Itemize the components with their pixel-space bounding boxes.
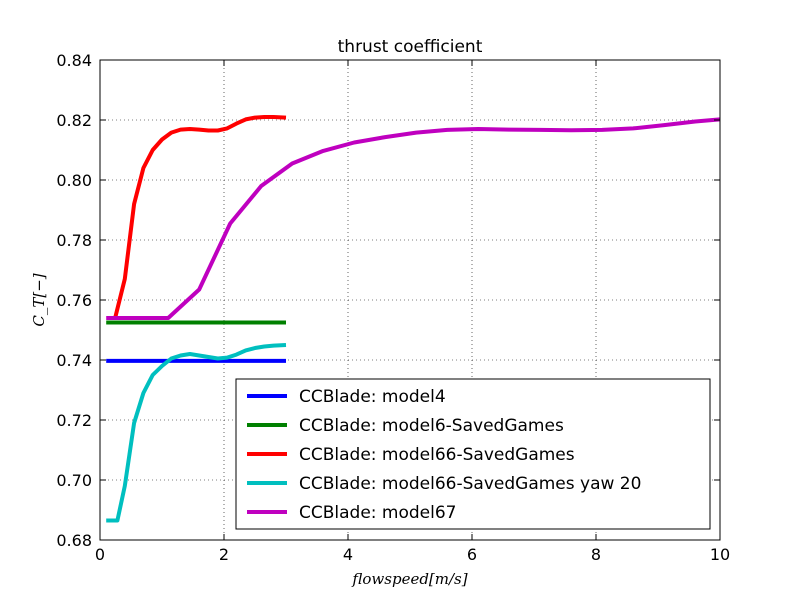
y-tick-label: 0.74: [56, 351, 92, 370]
x-tick-label: 2: [219, 545, 229, 564]
axis-ticks: [99, 59, 721, 541]
y-tick-label: 0.68: [56, 531, 92, 550]
series-line-5: [106, 117, 721, 320]
x-tick-label: 6: [467, 545, 477, 564]
y-tick-label: 0.70: [56, 471, 92, 490]
y-axis-label: C_T[−]: [30, 273, 48, 326]
legend: CCBlade: model4 CCBlade: model6-SavedGame…: [235, 378, 711, 530]
legend-label-4: CCBlade: model66-SavedGames yaw 20: [299, 474, 641, 494]
y-tick-label: 0.84: [56, 51, 92, 70]
series-line-4: [106, 343, 287, 523]
x-tick-label: 10: [710, 545, 730, 564]
x-tick-label: 8: [591, 545, 601, 564]
x-axis-label: flowspeed[m/s]: [351, 570, 467, 588]
legend-label-3: CCBlade: model66-SavedGames: [299, 445, 575, 465]
legend-box: [235, 378, 711, 530]
chart-title: thrust coefficient: [338, 37, 483, 57]
y-tick-label: 0.80: [56, 171, 92, 190]
x-tick-label: 0: [95, 545, 105, 564]
y-tick-label: 0.78: [56, 231, 92, 250]
y-tick-label: 0.82: [56, 111, 92, 130]
x-tick-label: 4: [343, 545, 353, 564]
y-tick-label: 0.72: [56, 411, 92, 430]
y-tick-label: 0.76: [56, 291, 92, 310]
legend-label-5: CCBlade: model67: [299, 503, 457, 523]
legend-label-2: CCBlade: model6-SavedGames: [299, 416, 564, 436]
legend-label-1: CCBlade: model4: [299, 387, 446, 407]
series-group: [106, 115, 721, 523]
series-line-3: [113, 115, 287, 317]
axis-tick-labels: 0 2 4 6 8 10 0.68 0.70 0.72 0.74 0.76 0.78 0.80 0.82 0…: [56, 51, 730, 564]
